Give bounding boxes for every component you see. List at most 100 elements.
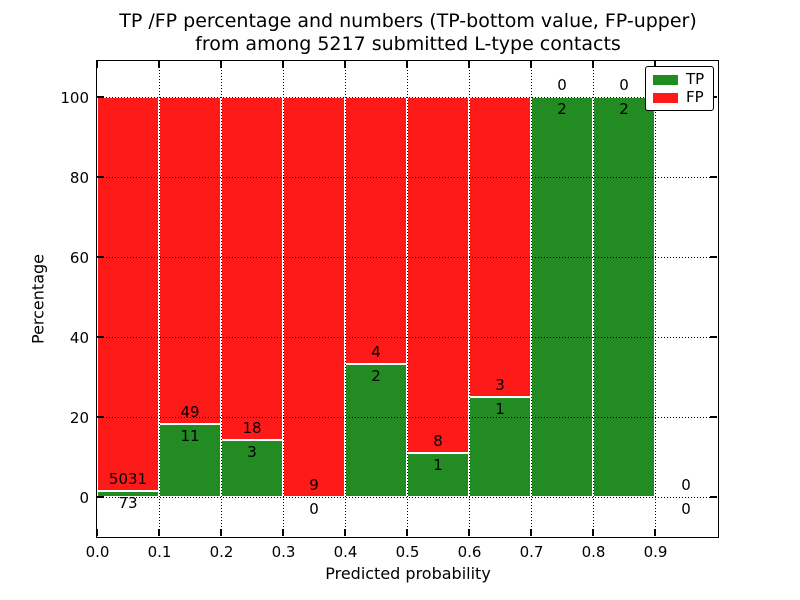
x-tick-label: 0.5 [395, 543, 420, 561]
x-tick-label: 0.3 [271, 543, 296, 561]
gridline-horizontal [97, 257, 717, 258]
tp-count-label: 1 [495, 400, 505, 418]
plot-area: 5031 73 49 11 18 3 9 0 4 2 8 1 3 1 0 2 0 2 0 0 [96, 60, 719, 538]
x-tick-mark [468, 61, 470, 68]
y-tick-mark [97, 176, 104, 178]
tp-count-label: 73 [118, 494, 138, 513]
y-tick-label: 20 [69, 408, 89, 427]
x-axis-label: Predicted probability [325, 564, 491, 583]
x-tick-mark [158, 61, 160, 68]
tp-count-label: 2 [371, 366, 381, 385]
gridline-horizontal [97, 497, 717, 498]
x-tick-mark [654, 529, 656, 536]
x-tick-mark [282, 529, 284, 536]
tp-count-label: 2 [557, 100, 567, 118]
chart-title: TP /FP percentage and numbers (TP-bottom… [119, 10, 697, 56]
bar-fp [345, 97, 407, 364]
x-tick-mark [654, 61, 656, 68]
x-tick-mark [344, 529, 346, 536]
fp-count-label: 0 [619, 76, 629, 94]
y-tick-mark [710, 256, 717, 258]
fp-count-label: 49 [180, 402, 200, 421]
x-tick-mark [468, 529, 470, 536]
x-tick-mark [592, 529, 594, 536]
tp-count-label: 0 [681, 500, 691, 518]
x-tick-label: 0.7 [519, 543, 544, 561]
gridline-vertical [655, 61, 656, 536]
bar-tp [531, 97, 593, 497]
gridline-horizontal [97, 177, 717, 178]
x-tick-mark [96, 529, 98, 536]
bar-fp [469, 97, 531, 397]
y-tick-mark [710, 496, 717, 498]
bar-tp [407, 452, 469, 497]
fp-count-label: 9 [309, 476, 319, 494]
gridline-horizontal [97, 417, 717, 418]
x-tick-mark [530, 61, 532, 68]
y-tick-label: 100 [60, 88, 89, 107]
fp-count-label: 5031 [108, 470, 148, 489]
fp-count-label: 0 [681, 476, 691, 494]
gridline-horizontal [97, 97, 717, 98]
y-tick-mark [710, 416, 717, 418]
y-axis-label: Percentage [28, 253, 48, 345]
x-tick-mark [592, 61, 594, 68]
y-tick-mark [97, 336, 104, 338]
y-tick-mark [97, 496, 104, 498]
x-tick-label: 0.0 [85, 543, 110, 561]
gridline-vertical [221, 61, 222, 536]
bar-fp [283, 97, 345, 497]
x-tick-label: 0.8 [581, 543, 606, 561]
gridline-horizontal [97, 337, 717, 338]
chart-title-line1: TP /FP percentage and numbers (TP-bottom… [119, 10, 697, 32]
x-tick-label: 0.9 [643, 543, 668, 561]
fp-count-label: 18 [242, 418, 262, 437]
legend-swatch-fp [653, 92, 678, 103]
gridline-vertical [345, 61, 346, 536]
tp-count-label: 11 [180, 426, 200, 445]
gridline-vertical [159, 61, 160, 536]
legend-label-fp: FP [686, 88, 704, 106]
fp-count-label: 4 [371, 342, 381, 361]
x-tick-mark [220, 529, 222, 536]
x-tick-label: 0.6 [457, 543, 482, 561]
gridline-vertical [469, 61, 470, 536]
y-tick-label: 60 [69, 248, 89, 267]
y-tick-label: 40 [69, 328, 89, 347]
x-tick-mark [406, 61, 408, 68]
legend-swatch-tp [653, 74, 678, 85]
y-tick-label: 0 [79, 488, 89, 507]
x-tick-mark [220, 61, 222, 68]
fp-count-label: 0 [557, 76, 567, 94]
tp-count-label: 1 [433, 455, 443, 474]
x-tick-mark [96, 61, 98, 68]
x-tick-label: 0.2 [209, 543, 234, 561]
bar-fp [97, 97, 159, 492]
fp-count-label: 3 [495, 376, 505, 394]
y-tick-mark [710, 336, 717, 338]
bar-fp [221, 97, 283, 440]
x-tick-mark [344, 61, 346, 68]
y-tick-mark [97, 416, 104, 418]
legend-item-fp: FP [653, 90, 706, 105]
y-tick-label: 80 [69, 168, 89, 187]
gridline-vertical [593, 61, 594, 536]
bar-tp [593, 97, 655, 497]
x-tick-label: 0.1 [147, 543, 172, 561]
tp-count-label: 0 [309, 500, 319, 518]
legend: TP FP [645, 66, 714, 111]
x-tick-mark [158, 529, 160, 536]
x-tick-mark [406, 529, 408, 536]
x-tick-label: 0.4 [333, 543, 358, 561]
bar-tp [97, 491, 159, 497]
gridline-vertical [531, 61, 532, 536]
tp-count-label: 2 [619, 100, 629, 118]
legend-item-tp: TP [653, 72, 706, 87]
x-tick-mark [282, 61, 284, 68]
y-tick-mark [97, 256, 104, 258]
bar-fp [407, 97, 469, 453]
gridline-vertical [283, 61, 284, 536]
gridline-vertical [407, 61, 408, 536]
tp-count-label: 3 [247, 442, 257, 461]
